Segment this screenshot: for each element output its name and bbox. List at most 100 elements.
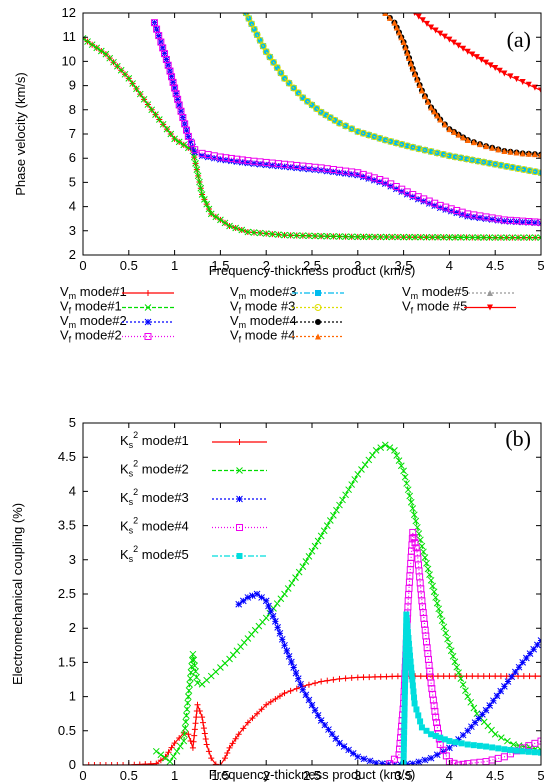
data-point: [446, 126, 453, 133]
data-point: [193, 714, 200, 721]
data-point: [526, 650, 534, 657]
data-point: [136, 90, 144, 98]
data-point: [501, 217, 508, 225]
data-point: [281, 74, 289, 82]
x-tick-label: 1: [171, 258, 178, 273]
data-point: [442, 203, 450, 211]
data-point: [283, 647, 291, 655]
data-point: [519, 748, 526, 755]
data-point: [228, 157, 235, 165]
data-point: [503, 234, 511, 241]
legend-swatch-marker: [144, 304, 152, 311]
data-point: [328, 730, 336, 738]
data-point: [186, 675, 194, 682]
data-point: [468, 723, 475, 731]
y-tick-label: 0.5: [58, 723, 76, 738]
data-point: [302, 691, 310, 699]
data-point: [446, 738, 453, 745]
data-point: [187, 138, 194, 146]
data-point: [434, 112, 441, 119]
data-point: [503, 673, 510, 680]
data-point: [447, 207, 455, 215]
data-point: [402, 670, 409, 677]
data-point: [531, 151, 538, 158]
data-point: [386, 760, 394, 765]
data-point: [354, 128, 361, 135]
data-point: [152, 747, 160, 755]
data-point: [397, 462, 405, 470]
data-point: [153, 760, 160, 765]
data-point: [197, 184, 205, 192]
data-point: [431, 707, 439, 715]
data-point: [200, 725, 207, 732]
data-point: [173, 747, 181, 755]
data-point: [184, 699, 192, 707]
data-point: [464, 727, 472, 735]
data-point: [525, 219, 533, 226]
y-tick-label: 7: [69, 126, 76, 141]
data-point: [415, 13, 422, 20]
data-point: [513, 218, 520, 226]
data-point: [340, 743, 348, 750]
data-point: [486, 673, 493, 680]
data-point: [168, 73, 175, 81]
data-point: [256, 36, 264, 44]
data-point: [262, 161, 270, 169]
x-tick-label: 0.5: [120, 768, 138, 783]
data-point: [475, 158, 482, 165]
data-point: [501, 70, 508, 77]
data-point: [446, 152, 453, 159]
data-point: [217, 216, 224, 224]
data-point: [400, 39, 407, 46]
data-point: [323, 232, 331, 240]
data-point: [171, 135, 178, 143]
data-point: [183, 126, 190, 134]
data-point: [446, 673, 453, 680]
data-point: [420, 195, 428, 203]
data-point: [504, 678, 512, 685]
data-point: [129, 80, 136, 87]
y-tick-label: 1.5: [58, 654, 76, 669]
data-point: [398, 188, 406, 195]
data-point: [318, 678, 325, 685]
series-line-4: [153, 22, 541, 223]
data-point: [464, 741, 471, 748]
legend-label: Vf mode#1: [60, 299, 122, 316]
data-point: [444, 635, 451, 643]
data-point: [483, 743, 490, 750]
data-point: [409, 682, 416, 689]
data-point: [360, 674, 367, 681]
data-point: [519, 218, 527, 226]
data-point: [281, 231, 288, 239]
data-point: [322, 111, 329, 118]
data-point: [349, 750, 357, 757]
data-point: [442, 629, 450, 637]
data-point: [184, 133, 192, 140]
data-point: [354, 674, 361, 681]
data-point: [402, 682, 409, 689]
data-point: [172, 90, 180, 98]
data-point: [194, 701, 201, 708]
data-point: [411, 233, 419, 241]
data-point: [446, 641, 453, 649]
data-point: [450, 128, 457, 135]
data-point: [199, 719, 206, 726]
data-point: [495, 745, 502, 752]
data-point: [305, 681, 312, 688]
data-point: [423, 559, 430, 567]
data-point: [463, 673, 470, 680]
data-point: [331, 117, 338, 124]
data-point: [275, 231, 282, 238]
data-point: [295, 89, 302, 96]
data-point: [428, 233, 436, 241]
data-point: [174, 95, 182, 103]
data-point: [194, 679, 201, 687]
series-group: [83, 441, 541, 765]
data-point: [293, 232, 301, 239]
data-point: [235, 731, 242, 738]
data-point: [114, 762, 121, 765]
data-point: [314, 712, 322, 719]
data-point: [258, 706, 265, 713]
data-point: [188, 139, 196, 147]
